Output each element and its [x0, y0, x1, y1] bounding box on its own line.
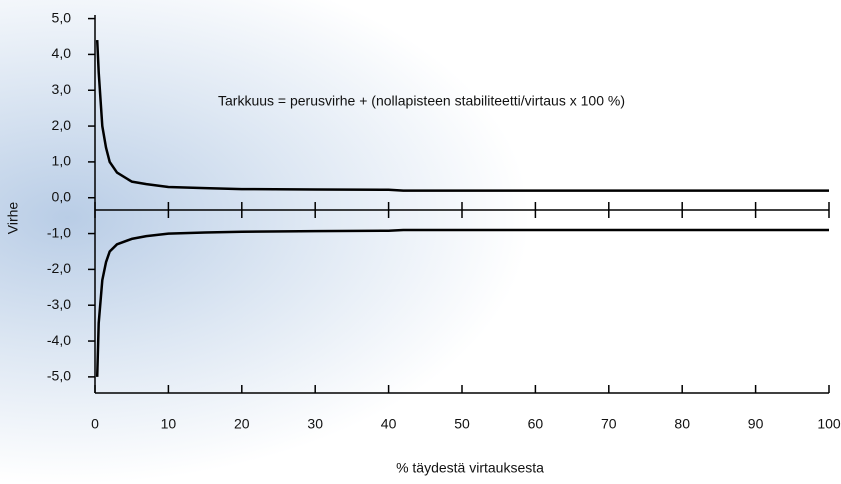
annotation: Tarkkuus = perusvirhe + (nollapisteen st… [218, 93, 625, 109]
x-tick-label: 50 [454, 416, 470, 432]
y-tick-label: -5,0 [47, 368, 71, 384]
x-tick-label: 0 [91, 416, 99, 432]
y-tick-label: 5,0 [52, 9, 72, 25]
y-tick-label: -2,0 [47, 260, 71, 276]
x-tick-label: 40 [381, 416, 397, 432]
x-tick-label: 30 [307, 416, 323, 432]
y-tick-label: -1,0 [47, 224, 71, 240]
x-tick-label: 70 [601, 416, 617, 432]
y-tick-label: -3,0 [47, 296, 71, 312]
y-tick-label: -4,0 [47, 332, 71, 348]
y-axis-label: Virhe [5, 202, 21, 235]
x-axis-label: % täydestä virtauksesta [396, 460, 544, 476]
x-tick-label: 80 [674, 416, 690, 432]
x-tick-label: 100 [817, 416, 841, 432]
y-tick-label: 3,0 [52, 81, 72, 97]
x-tick-label: 90 [748, 416, 764, 432]
y-tick-label: 1,0 [52, 153, 72, 169]
x-tick-label: 60 [528, 416, 544, 432]
page: {"chart_data": { "type": "line", "annota… [0, 0, 841, 484]
y-tick-label: 4,0 [52, 45, 72, 61]
y-tick-label: 0,0 [52, 188, 72, 204]
x-tick-label: 20 [234, 416, 250, 432]
chart: Tarkkuus = perusvirhe + (nollapisteen st… [0, 0, 841, 484]
x-tick-label: 10 [161, 416, 177, 432]
y-tick-label: 2,0 [52, 117, 72, 133]
